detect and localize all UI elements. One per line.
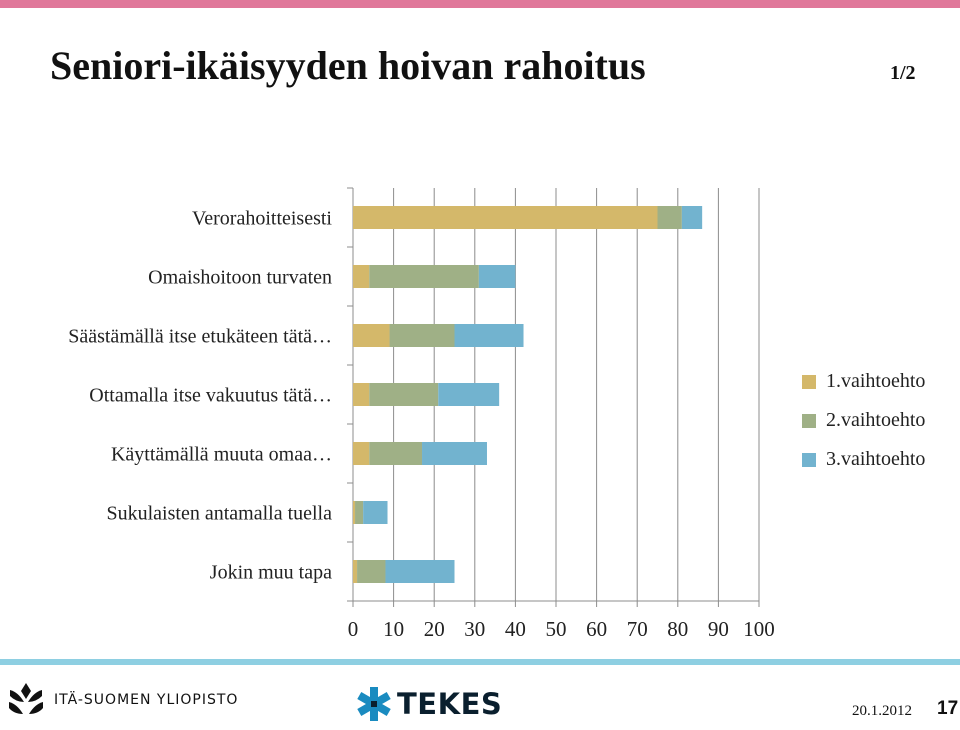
university-logo: ITÄ-SUOMEN YLIOPISTO <box>6 680 238 720</box>
bar-segment-series-1 <box>353 501 356 524</box>
bar-segment-series-1 <box>353 442 370 465</box>
x-tick-label: 40 <box>505 617 526 641</box>
legend-label-1: 1.vaihtoehto <box>826 370 926 392</box>
x-tick-label: 70 <box>627 617 648 641</box>
bar-segment-series-3 <box>681 206 703 229</box>
tekes-snowflake-icon <box>357 687 391 721</box>
x-tick-label: 80 <box>667 617 688 641</box>
legend-label-2: 2.vaihtoehto <box>826 409 926 431</box>
bar-segment-series-2 <box>369 265 479 288</box>
bar-segment-series-1 <box>353 383 370 406</box>
x-tick-label: 100 <box>743 617 775 641</box>
legend-item-2: 2.vaihtoehto <box>802 401 925 440</box>
bar-segment-series-2 <box>657 206 682 229</box>
x-tick-label: 10 <box>383 617 404 641</box>
university-name: ITÄ-SUOMEN YLIOPISTO <box>54 692 239 708</box>
x-tick-label: 90 <box>708 617 729 641</box>
legend-swatch-3 <box>802 452 816 467</box>
bar-segment-series-2 <box>369 383 439 406</box>
x-tick-label: 30 <box>464 617 485 641</box>
x-tick-label: 0 <box>348 617 359 641</box>
stacked-bar-chart: Verorahoitteisesti Omaishoitoon turvaten S… <box>68 187 775 641</box>
chart-legend: 1.vaihtoehto 2.vaihtoehto 3.vaihtoehto <box>802 362 925 479</box>
bar-segment-series-3 <box>438 383 500 406</box>
top-accent-bar <box>0 0 960 8</box>
category-label: Omaishoitoon turvaten <box>148 267 332 289</box>
category-label: Sukulaisten antamalla tuella <box>107 503 333 525</box>
bar-segment-series-3 <box>422 442 487 465</box>
slide-title: Seniori-ikäisyyden hoivan rahoitus <box>50 43 646 88</box>
bar-segment-series-2 <box>389 324 455 347</box>
x-tick-label: 20 <box>424 617 445 641</box>
legend-item-3: 3.vaihtoehto <box>802 440 925 479</box>
bar-segment-series-2 <box>355 501 364 524</box>
bottom-accent-bar <box>0 659 960 665</box>
bar-segment-series-1 <box>353 206 658 229</box>
category-label: Verorahoitteisesti <box>192 208 332 230</box>
bar-segment-series-3 <box>454 324 524 347</box>
category-label: Käyttämällä muuta omaa… <box>111 444 332 466</box>
tekes-name: TEKES <box>397 687 503 721</box>
page-number: 17 <box>937 698 959 719</box>
tekes-logo: TEKES <box>355 685 502 723</box>
legend-item-1: 1.vaihtoehto <box>802 362 925 401</box>
bar-segment-series-2 <box>357 560 386 583</box>
slide-date: 20.1.2012 <box>852 703 912 719</box>
category-label: Jokin muu tapa <box>210 562 332 584</box>
bar-segment-series-3 <box>363 501 388 524</box>
bar-segment-series-2 <box>369 442 423 465</box>
bar-segment-series-3 <box>385 560 455 583</box>
bar-segment-series-1 <box>353 324 390 347</box>
bar-segment-series-1 <box>353 560 358 583</box>
x-tick-label: 50 <box>546 617 567 641</box>
university-emblem-icon <box>9 683 43 714</box>
page-indicator: 1/2 <box>890 62 916 84</box>
bar-segment-series-3 <box>478 265 516 288</box>
bar-segment-series-1 <box>353 265 370 288</box>
x-tick-label: 60 <box>586 617 607 641</box>
category-label: Säästämällä itse etukäteen tätä… <box>68 326 332 348</box>
category-label: Ottamalla itse vakuutus tätä… <box>89 385 332 407</box>
legend-label-3: 3.vaihtoehto <box>826 448 926 470</box>
legend-swatch-1 <box>802 374 816 389</box>
legend-swatch-2 <box>802 413 816 428</box>
